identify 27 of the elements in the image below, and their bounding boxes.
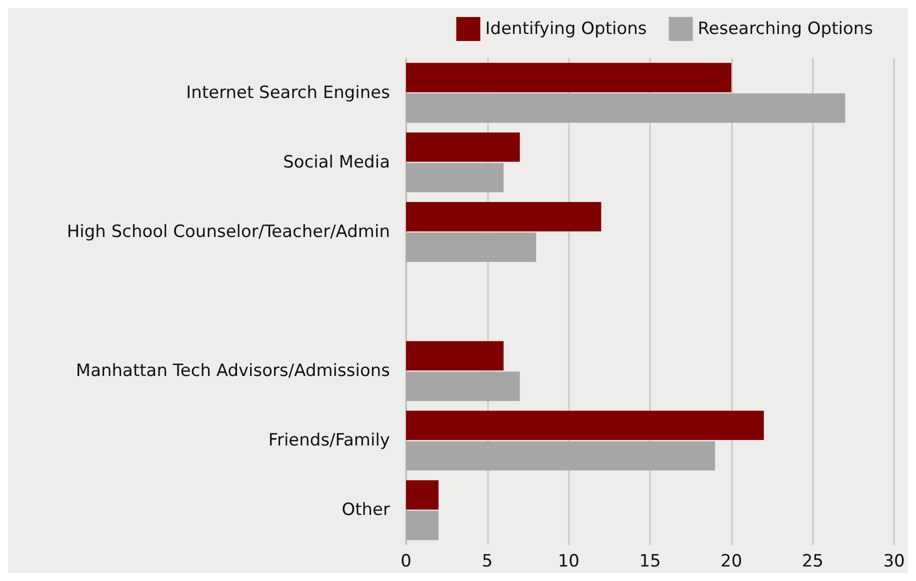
bar	[406, 341, 504, 370]
y-tick-label: Manhattan Tech Advisors/Admissions	[76, 361, 390, 382]
bar	[406, 232, 536, 262]
bar	[406, 372, 520, 401]
y-tick-label: Social Media	[283, 152, 390, 172]
y-tick-label: Friends/Family	[268, 430, 390, 451]
y-tick-label: Other	[342, 500, 390, 520]
legend-label: Researching Options	[698, 19, 874, 39]
y-tick-label: High School Counselor/Teacher/Admin	[66, 222, 390, 242]
bar	[406, 480, 439, 510]
bar	[406, 510, 439, 540]
x-tick-label: 0	[400, 552, 412, 572]
bar	[406, 162, 504, 192]
bar	[406, 410, 764, 440]
x-tick-label: 15	[639, 552, 661, 572]
x-tick-label: 25	[802, 552, 824, 572]
bar	[406, 62, 732, 92]
x-tick-label: 30	[883, 552, 905, 572]
y-tick-label: Internet Search Engines	[186, 82, 390, 103]
bar	[406, 441, 716, 471]
bar	[406, 93, 846, 123]
bar	[406, 132, 520, 162]
x-tick-label: 20	[720, 552, 742, 572]
legend-label: Identifying Options	[485, 19, 647, 39]
bar	[406, 202, 602, 232]
x-tick-label: 10	[558, 552, 580, 572]
x-tick-label: 5	[482, 552, 493, 572]
